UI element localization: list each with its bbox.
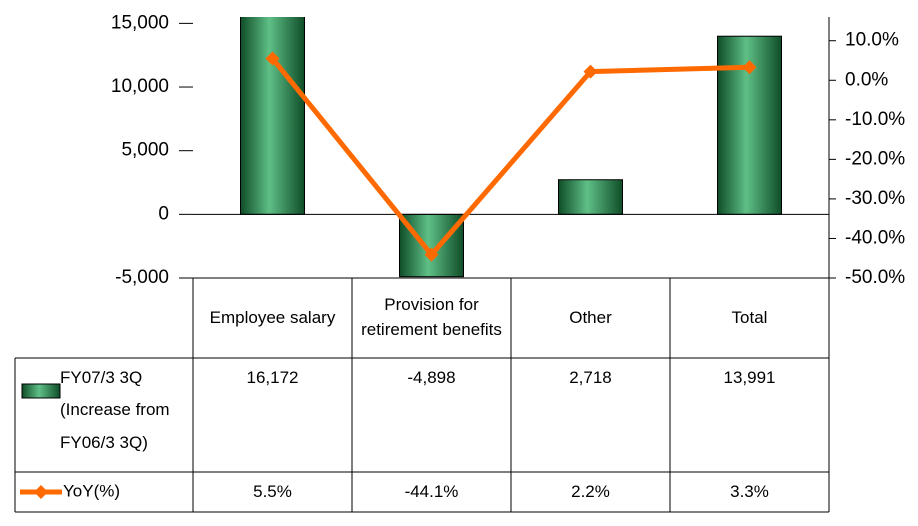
y2-tick-label: 10.0% [845,30,899,51]
value-label-box: 3.3% [730,481,769,501]
legend-marker [34,485,48,499]
y2-tick-label: -20.0% [845,148,905,169]
value-label: 5.5% [253,481,292,501]
bar [558,179,623,215]
category-label: Employee salary [209,307,336,327]
y-tick-label: 0 [158,203,169,224]
legend-label: YoY(%) [63,481,120,500]
legend-label-box: FY07/3 3Q (Increase from FY06/3 3Q) [60,368,170,452]
plot [240,17,782,278]
value-label: 2,718 [569,367,612,387]
category-label-box: Provision for retirement benefits [361,295,502,339]
value-label: 3.3% [730,481,769,501]
value-label: -4,898 [407,367,456,387]
y-tick-label: 15,000 [111,12,169,33]
y-tick-label: 5,000 [121,140,169,161]
legend-label: FY07/3 3Q (Increase from FY06/3 3Q) [60,368,170,452]
category-label: Total [731,307,768,327]
marker [424,247,439,262]
value-label-box: 2.2% [571,481,610,501]
category-label: Other [569,307,612,327]
y2-tick-label: -30.0% [845,188,905,209]
value-label-box: -4,898 [407,367,456,387]
marker [265,51,280,66]
value-label: 16,172 [246,367,299,387]
value-label-box: 2,718 [569,367,612,387]
y2-tick-label: -50.0% [845,267,905,288]
y2-tick-label: 0.0% [845,69,888,90]
legend-swatch [21,383,61,399]
marker [742,60,757,75]
y-tick-label: 10,000 [111,76,169,97]
value-label-box: 5.5% [253,481,292,501]
category-label-box: Total [731,307,768,327]
value-label-box: -44.1% [404,481,459,501]
value-label: 2.2% [571,481,610,501]
bar [240,17,305,215]
line [270,56,750,259]
y2-tick-label: -10.0% [845,109,905,130]
value-label-box: 13,991 [723,367,776,387]
category-label: Provision for retirement benefits [361,295,502,339]
category-label-box: Employee salary [209,307,336,327]
value-label: -44.1% [404,481,459,501]
value-label-box: 16,172 [246,367,299,387]
y-tick-label: -5,000 [115,267,169,288]
category-label-box: Other [569,307,612,327]
marker [583,64,598,79]
y2-tick-label: -40.0% [845,227,905,248]
value-label: 13,991 [723,367,776,387]
